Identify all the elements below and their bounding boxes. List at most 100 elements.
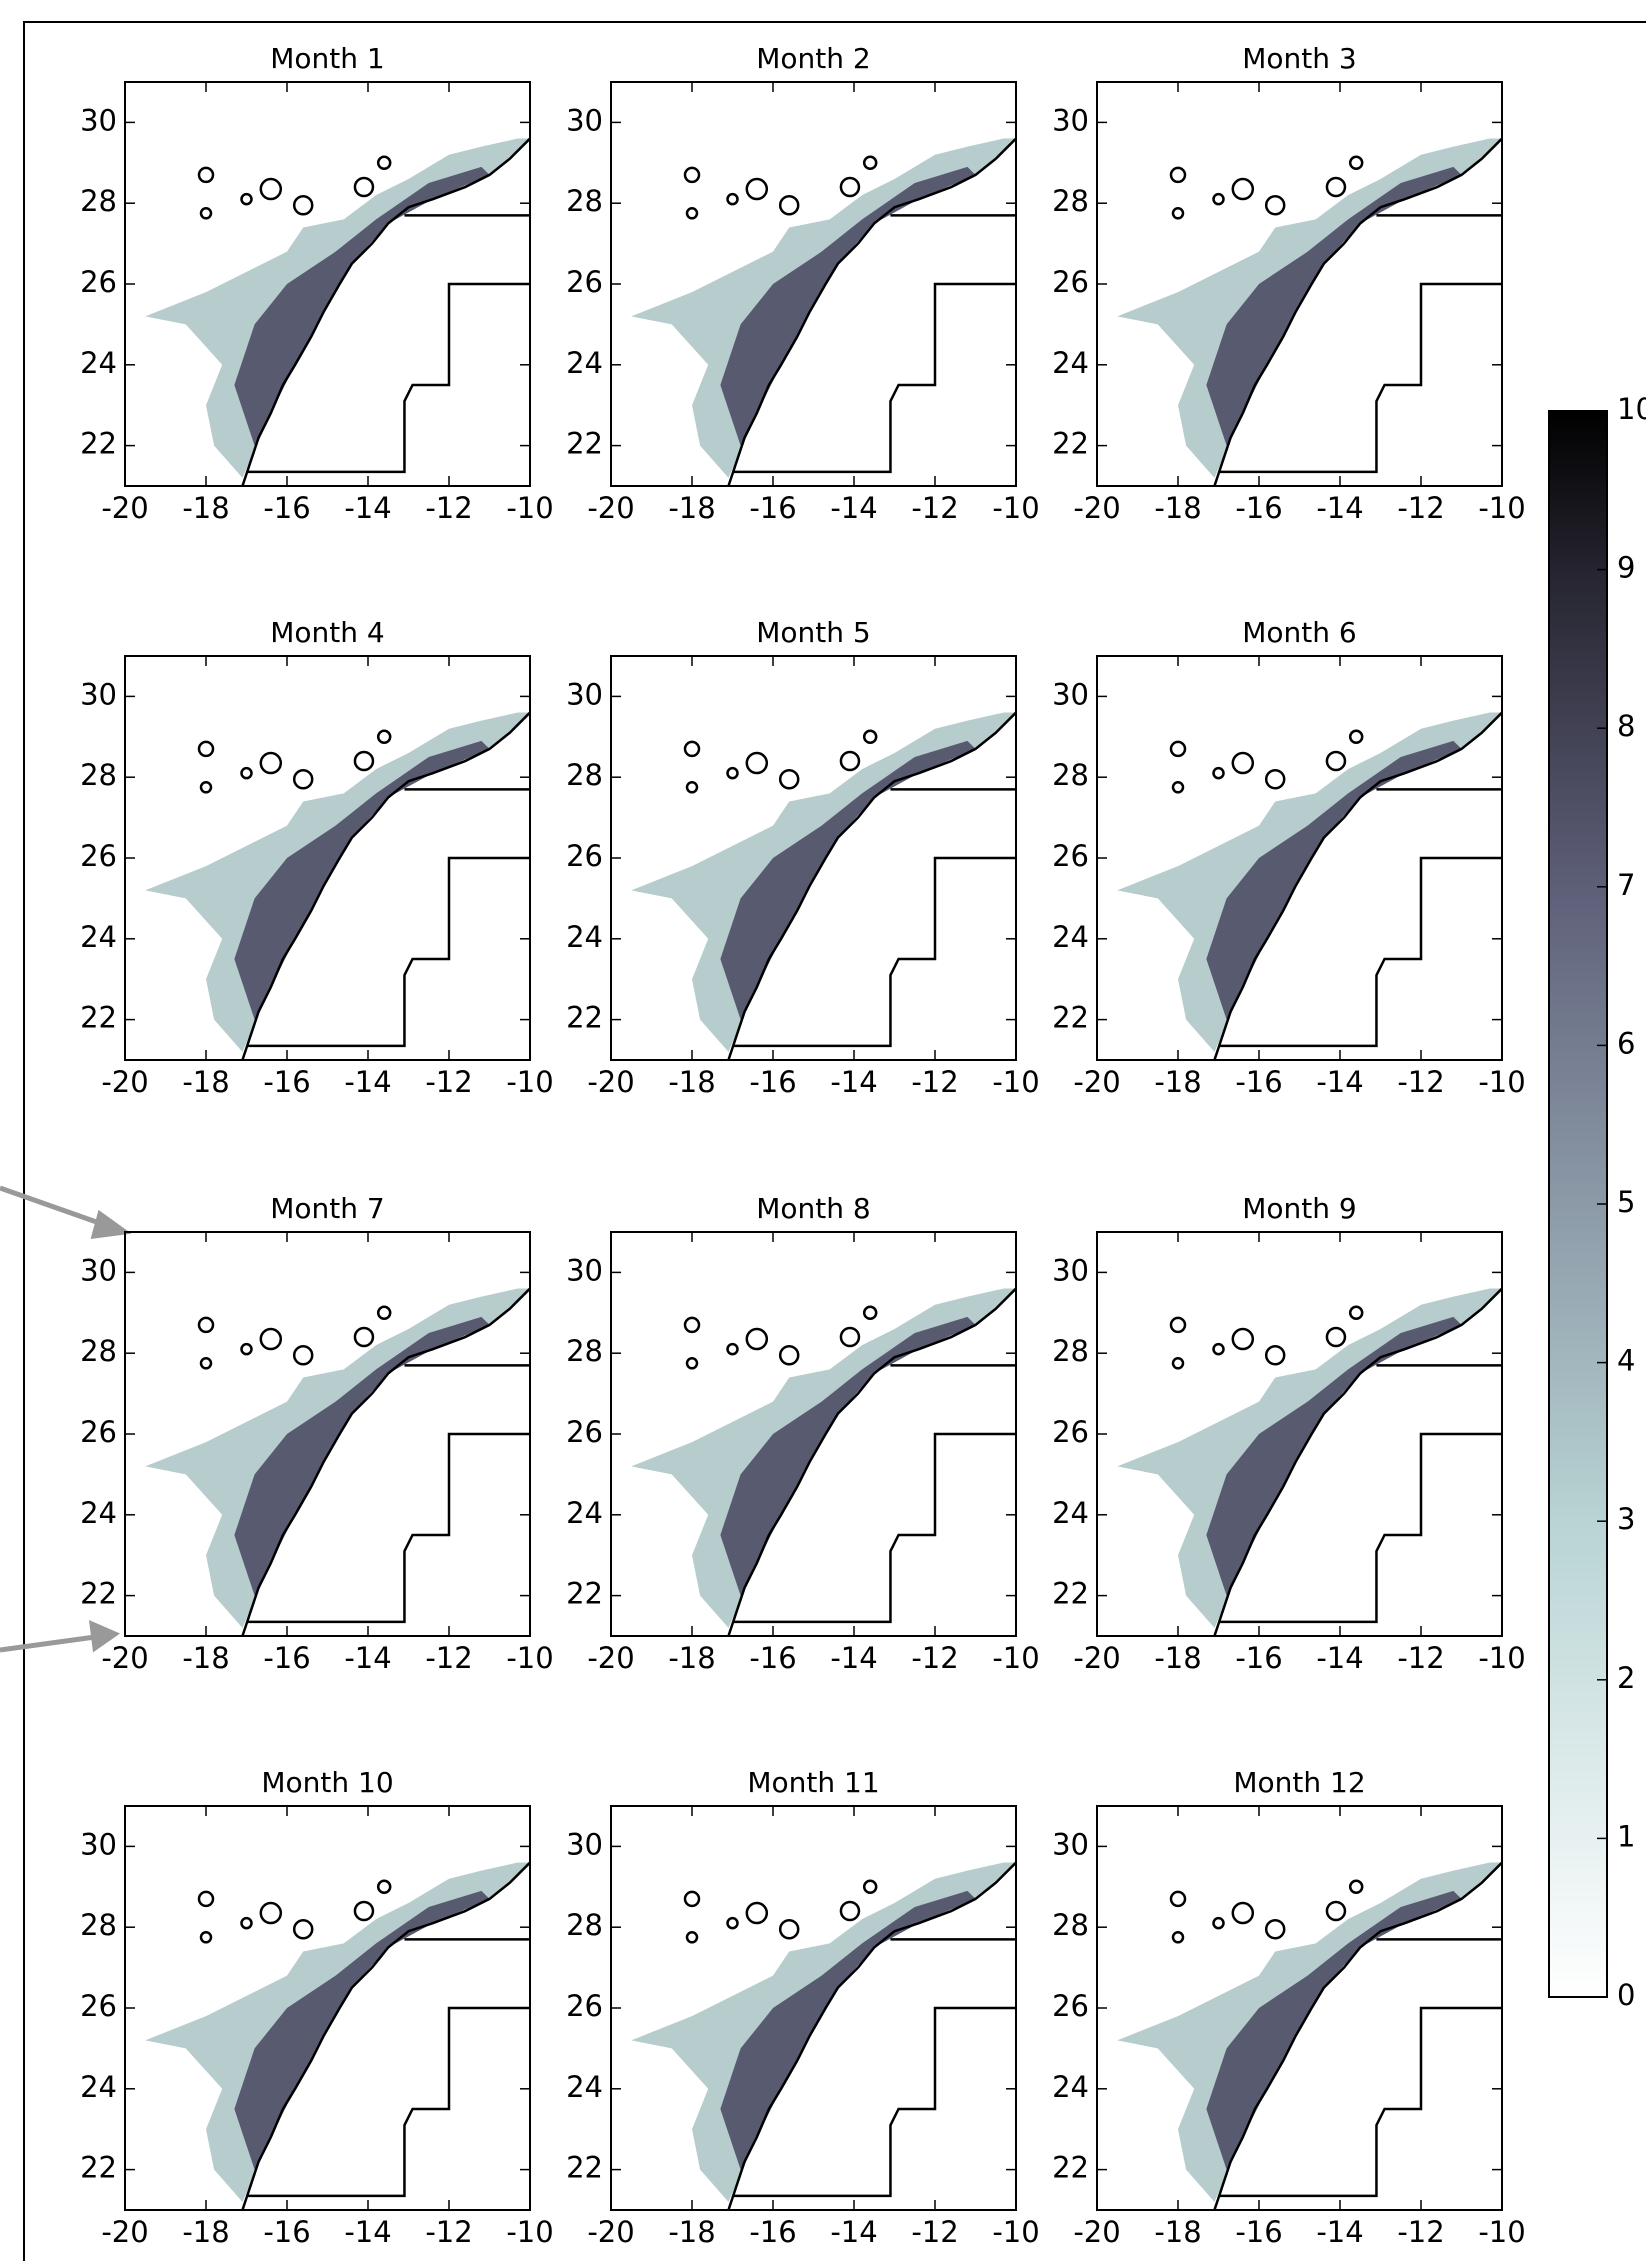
island [685,207,699,220]
island [745,1901,769,1925]
island [839,176,861,198]
y-tick-label: 24 [1052,346,1089,380]
y-tick-label: 22 [1052,2151,1089,2185]
x-tick-label: -14 [344,2215,391,2249]
colorbar-tick-label: 7 [1617,868,1635,902]
island [1348,1305,1364,1321]
y-tick-label: 24 [566,346,603,380]
island [292,1344,314,1366]
x-tick-label: -18 [668,2215,715,2249]
y-tick-label: 22 [1052,427,1089,461]
island [1212,1916,1225,1930]
panel-title: Month 1 [270,42,384,75]
island [240,192,253,206]
island [1169,1316,1187,1334]
island [726,1916,739,1930]
y-tick-label: 22 [1052,1001,1089,1035]
x-tick-label: -20 [587,1641,634,1675]
x-tick-label: -12 [911,1065,958,1099]
x-tick-label: -18 [1154,1641,1201,1675]
island [1325,176,1347,198]
island [1348,155,1364,171]
y-tick-label: 24 [566,920,603,954]
y-tick-label: 28 [1052,758,1089,792]
y-tick-label: 30 [1052,103,1089,137]
coastline [241,1287,531,1637]
x-tick-label: -20 [587,2215,634,2249]
y-tick-label: 26 [566,839,603,873]
island [259,1901,283,1925]
x-tick-label: -14 [830,1641,877,1675]
island [683,740,701,758]
density-field [145,712,530,1052]
y-tick-label: 28 [80,1908,117,1942]
island [685,781,699,794]
colorbar-tick-label: 9 [1617,551,1635,585]
x-tick-label: -18 [1154,2215,1201,2249]
border [1218,2006,1502,2198]
coastline [1213,1861,1503,2211]
x-tick-label: -20 [1073,2215,1120,2249]
x-tick-label: -12 [425,1641,472,1675]
x-tick-label: -14 [1316,491,1363,525]
island [1169,740,1187,758]
island [745,1327,769,1351]
coastline [1213,137,1503,487]
y-tick-label: 30 [566,677,603,711]
island [862,729,878,745]
island [1231,751,1255,775]
panel-title: Month 5 [756,616,870,649]
x-tick-label: -16 [263,491,310,525]
y-tick-label: 26 [80,1989,117,2023]
x-tick-label: -18 [668,1065,715,1099]
y-tick-label: 30 [80,1253,117,1287]
x-tick-label: -18 [182,1641,229,1675]
border [732,856,1016,1048]
island [862,155,878,171]
island [1171,1931,1185,1944]
figure-frame [23,21,1646,2261]
border [1218,856,1502,1048]
island [353,1326,375,1348]
x-tick-label: -12 [911,2215,958,2249]
island [1212,1342,1225,1356]
island [353,750,375,772]
colorbar-tick-label: 4 [1617,1344,1635,1378]
x-tick-label: -18 [668,491,715,525]
x-tick-label: -10 [506,1641,553,1675]
island [199,1357,213,1370]
coastline [727,1861,1017,2211]
y-tick-label: 22 [566,427,603,461]
x-tick-label: -12 [1397,2215,1444,2249]
coastline [727,711,1017,1061]
x-tick-label: -16 [749,1641,796,1675]
y-tick-label: 28 [1052,184,1089,218]
x-tick-label: -14 [1316,1641,1363,1675]
x-tick-label: -20 [1073,1065,1120,1099]
island [1171,207,1185,220]
island [292,768,314,790]
island [685,1357,699,1370]
island [1325,1900,1347,1922]
island [199,781,213,794]
y-tick-label: 26 [566,1415,603,1449]
y-tick-label: 22 [80,2151,117,2185]
x-tick-label: -20 [101,1641,148,1675]
colorbar-tick-label: 5 [1617,1185,1635,1219]
x-tick-label: -12 [425,1065,472,1099]
island [1231,1901,1255,1925]
density-field [631,138,1016,478]
x-tick-label: -14 [830,2215,877,2249]
coastline [1213,1287,1503,1637]
y-tick-label: 28 [566,1908,603,1942]
y-tick-label: 28 [1052,1334,1089,1368]
x-tick-label: -10 [1478,1065,1525,1099]
island [683,166,701,184]
island [726,766,739,780]
island [1325,750,1347,772]
island [376,1305,392,1321]
density-core [234,166,490,446]
island [240,1916,253,1930]
x-tick-label: -16 [1235,491,1282,525]
